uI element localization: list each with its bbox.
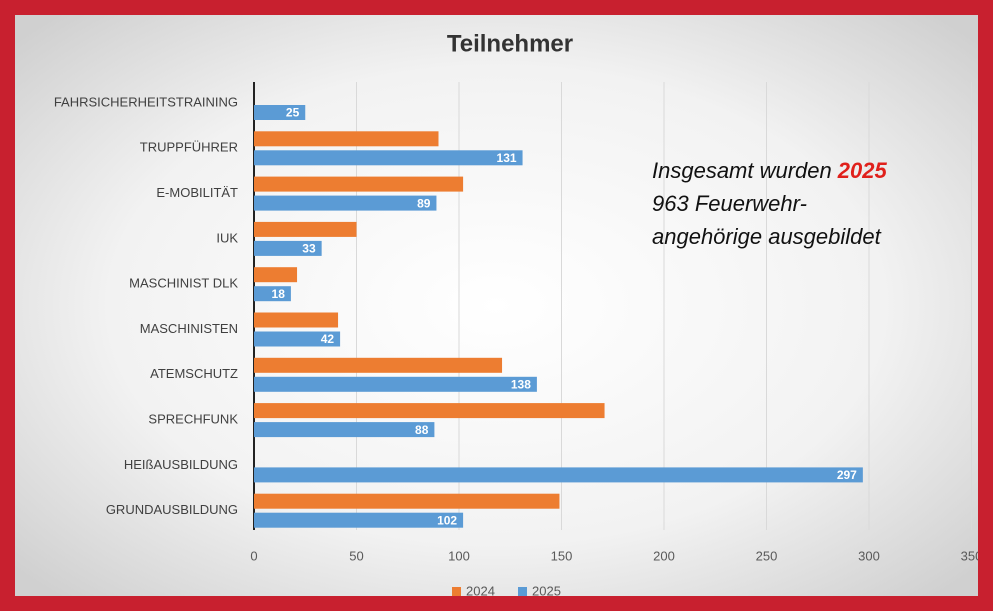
- y-tick-label: GRUNDAUSBILDUNG: [106, 502, 238, 517]
- x-tick-label: 0: [250, 548, 257, 563]
- bar: [254, 493, 560, 509]
- x-tick-label: 300: [858, 548, 880, 563]
- x-tick-label: 350: [961, 548, 983, 563]
- value-label: 102: [437, 513, 457, 527]
- bar: [254, 286, 291, 302]
- bar: [254, 195, 437, 211]
- y-tick-label: MASCHINISTEN: [140, 321, 238, 336]
- y-tick-label: SPRECHFUNK: [148, 412, 238, 427]
- y-tick-label: FAHRSICHERHEITSTRAINING: [54, 94, 238, 109]
- bar: [254, 240, 322, 256]
- bar: [254, 131, 439, 147]
- value-label: 18: [272, 287, 286, 301]
- bar: [254, 105, 306, 120]
- x-tick-label: 250: [756, 548, 778, 563]
- annotation: Insgesamt wurden 2025: [652, 158, 887, 183]
- x-tick-label: 200: [653, 548, 675, 563]
- value-label: 33: [302, 242, 316, 256]
- x-tick-label: 150: [551, 548, 573, 563]
- plot: 0 50 100 150 200 250 300 350 FAHRSICHERHEITSTRAI…: [54, 82, 983, 563]
- y-tick-label: ATEMSCHUTZ: [150, 366, 238, 381]
- y-tick-label: MASCHINIST DLK: [129, 276, 238, 291]
- bar: [254, 331, 341, 347]
- legend: 2024 2025: [452, 583, 561, 598]
- bar: [254, 467, 863, 483]
- bar: [254, 176, 464, 192]
- bar: [254, 376, 537, 392]
- annotation-text: Insgesamt wurden: [652, 158, 832, 183]
- legend-label: 2024: [466, 583, 495, 598]
- value-label: 88: [415, 423, 429, 437]
- value-label: 138: [511, 377, 531, 391]
- value-label: 89: [417, 196, 431, 210]
- legend-swatch: [452, 587, 461, 596]
- y-tick-label: E-MOBILITÄT: [156, 185, 238, 200]
- x-tick-label: 50: [349, 548, 363, 563]
- chart-title: Teilnehmer: [447, 30, 573, 57]
- legend-swatch: [518, 587, 527, 596]
- legend-label: 2025: [532, 583, 561, 598]
- bar: [254, 267, 298, 283]
- bar: [254, 403, 605, 419]
- y-tick-label: TRUPPFÜHRER: [140, 140, 238, 155]
- bar: [254, 512, 464, 528]
- annotation: 963 Feuerwehr-: [652, 191, 807, 216]
- y-tick-label: IUK: [216, 230, 238, 245]
- bar: [254, 312, 339, 328]
- x-tick-label: 100: [448, 548, 470, 563]
- annotation: angehörige ausgebildet: [652, 224, 882, 249]
- bar: [254, 221, 357, 237]
- annotation-highlight: 2025: [837, 158, 888, 183]
- value-label: 131: [497, 151, 517, 165]
- value-label: 297: [837, 468, 857, 482]
- value-label: 25: [286, 106, 300, 120]
- bar: [254, 357, 503, 373]
- y-tick-label: HEIßAUSBILDUNG: [124, 457, 238, 472]
- bar: [254, 150, 523, 166]
- bar: [254, 422, 435, 438]
- value-label: 42: [321, 332, 335, 346]
